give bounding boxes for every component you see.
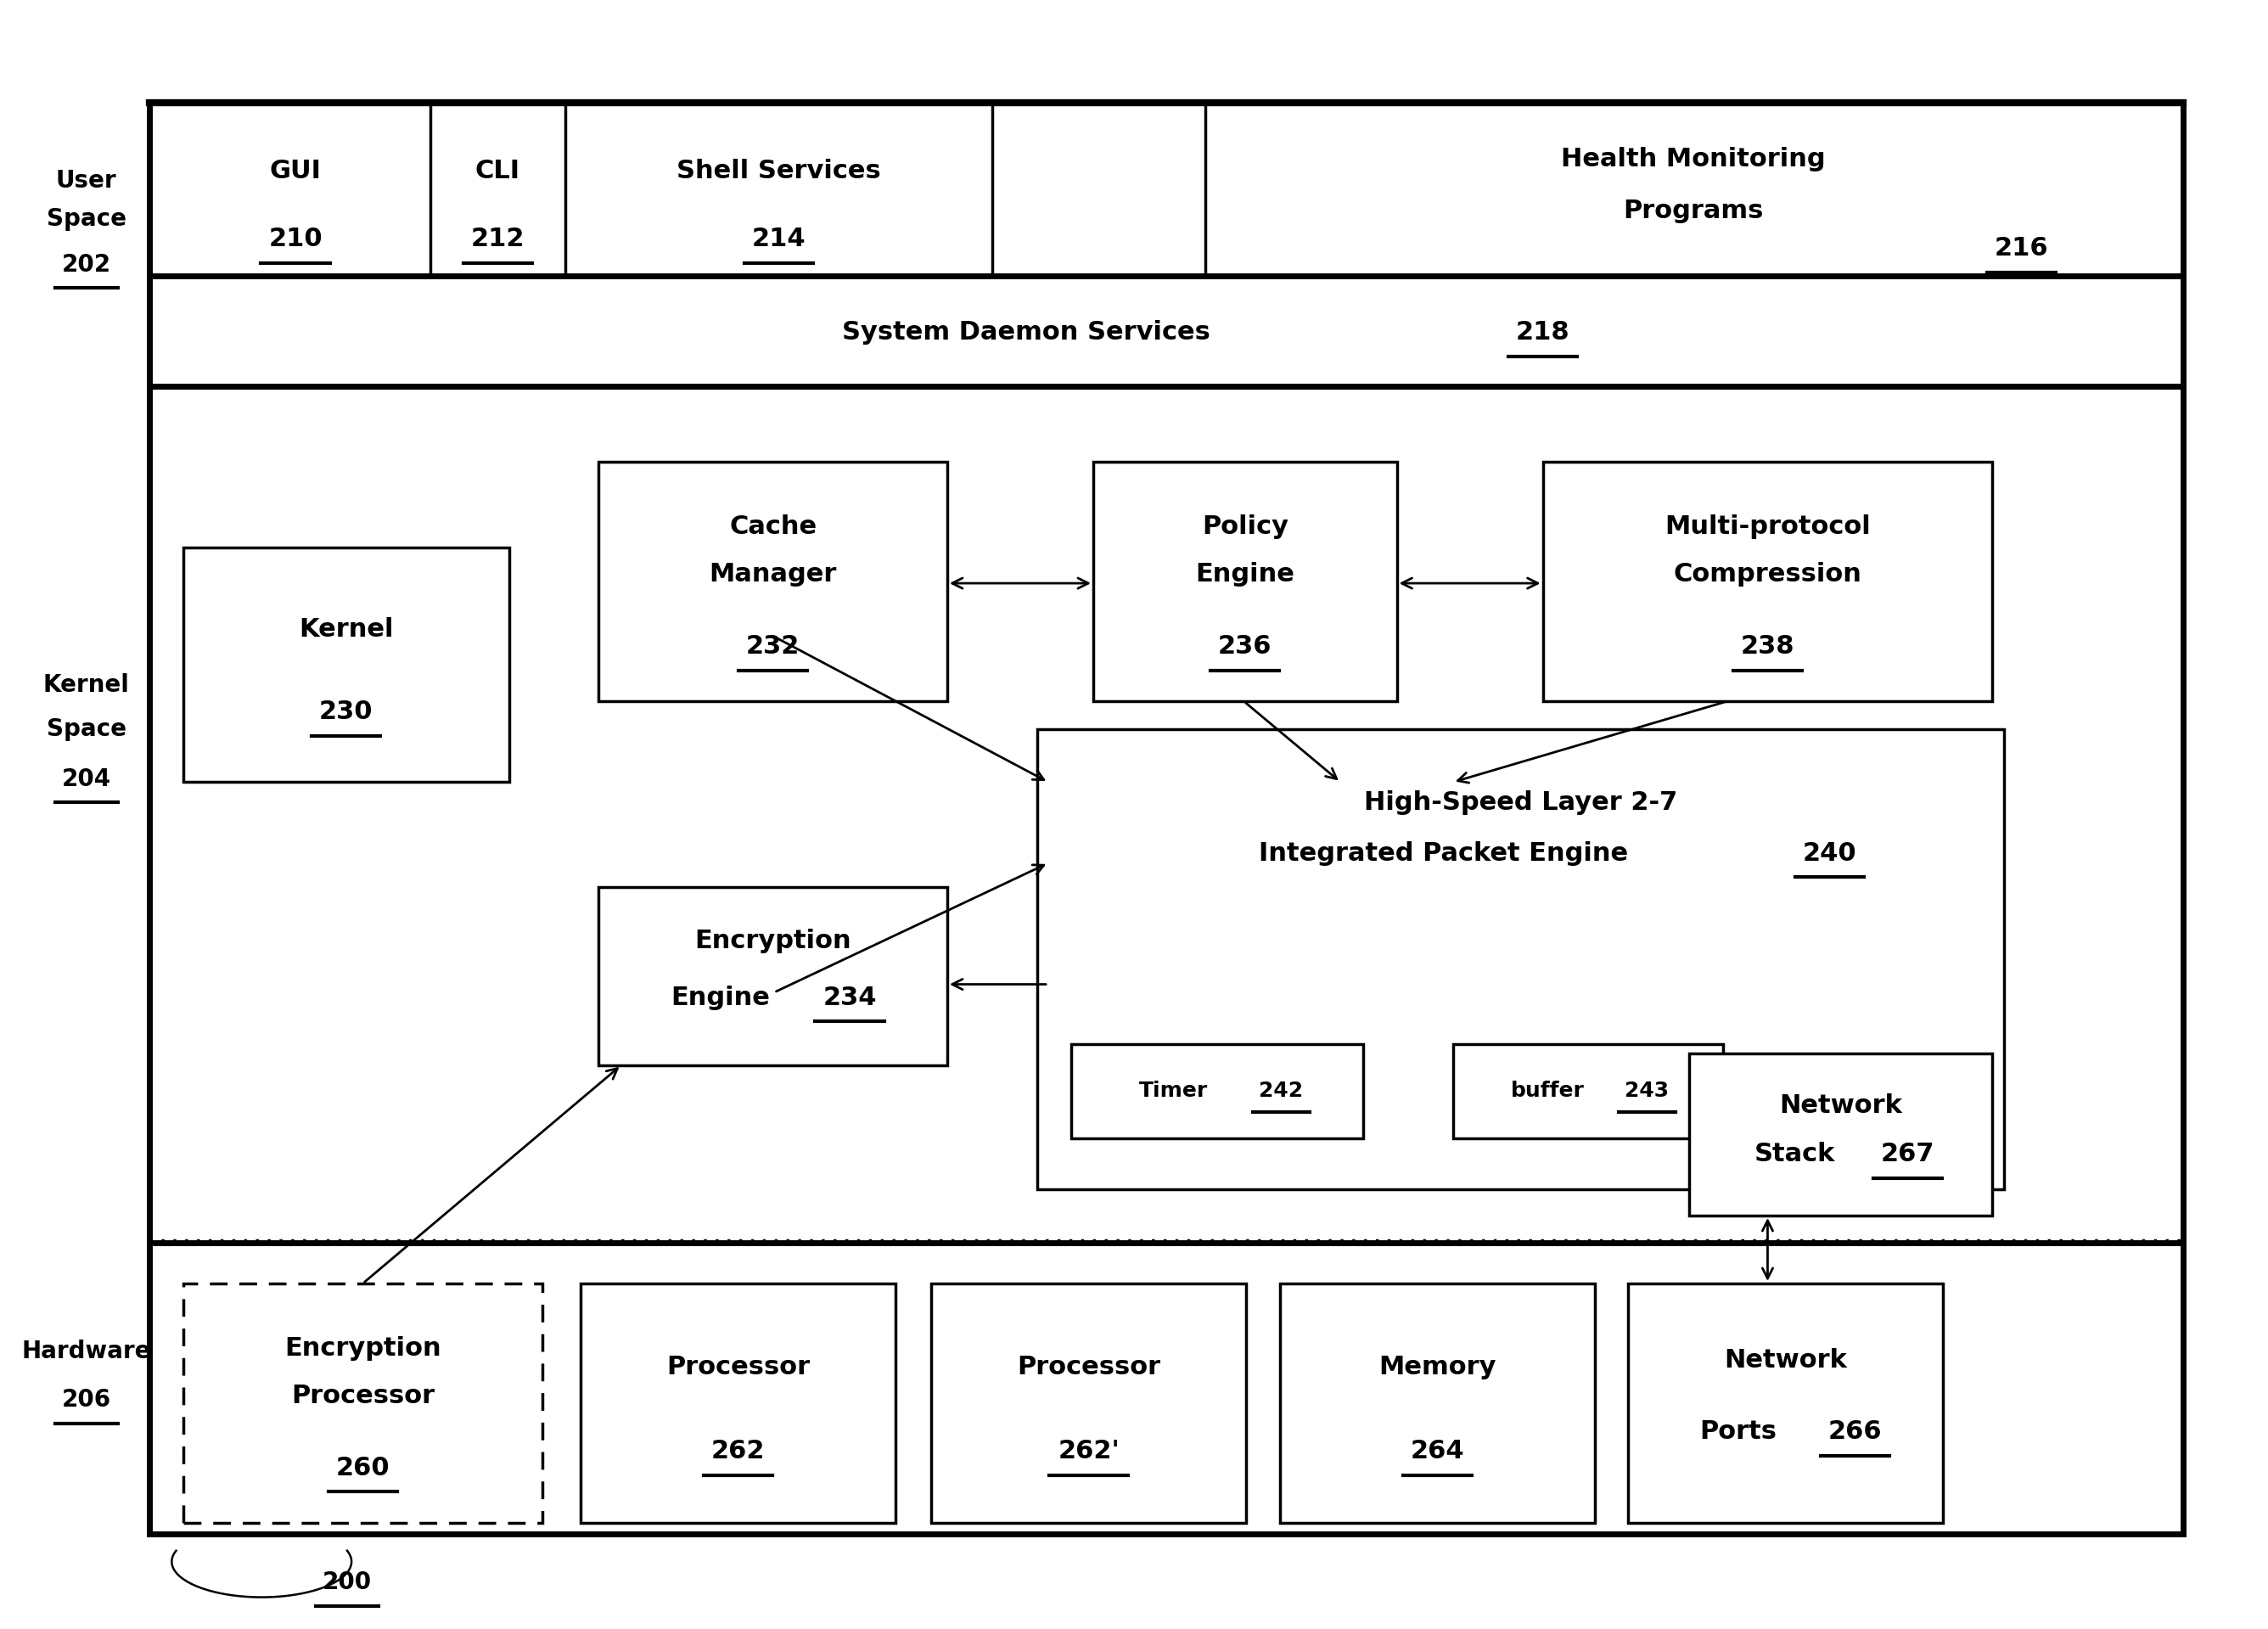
Text: Policy: Policy	[1202, 515, 1288, 539]
Text: 267: 267	[1880, 1142, 1935, 1166]
Text: CLI: CLI	[474, 158, 519, 182]
Bar	[599, 463, 948, 702]
Text: 266: 266	[1828, 1419, 1882, 1445]
Text: Cache: Cache	[730, 515, 816, 539]
Text: Programs: Programs	[1624, 199, 1765, 223]
Bar	[1036, 728, 2003, 1189]
Text: Engine: Engine	[671, 986, 771, 1010]
Text: 243: 243	[1624, 1082, 1669, 1101]
Text: Processor: Processor	[667, 1355, 810, 1380]
Text: Encryption: Encryption	[284, 1336, 440, 1360]
Text: 262: 262	[712, 1438, 764, 1463]
Text: Ports: Ports	[1699, 1419, 1778, 1445]
Text: Memory: Memory	[1379, 1355, 1497, 1380]
Text: Space: Space	[45, 717, 127, 741]
Text: Processor: Processor	[1016, 1355, 1161, 1380]
Text: 218: 218	[1515, 321, 1569, 345]
Bar	[1454, 1044, 1724, 1139]
Bar	[1279, 1284, 1594, 1523]
Text: Multi-protocol: Multi-protocol	[1665, 515, 1871, 539]
Text: 230: 230	[320, 699, 372, 725]
Text: Space: Space	[45, 207, 127, 231]
Text: 260: 260	[336, 1455, 390, 1481]
Text: Compression: Compression	[1674, 562, 1862, 586]
Text: 240: 240	[1803, 841, 1857, 865]
Text: User: User	[57, 169, 116, 192]
Text: 212: 212	[472, 226, 524, 251]
Bar	[1093, 463, 1397, 702]
Text: Hardware: Hardware	[23, 1339, 152, 1363]
Text: Timer: Timer	[1139, 1082, 1207, 1101]
Text: Network: Network	[1724, 1347, 1846, 1372]
Text: 242: 242	[1259, 1082, 1304, 1101]
Text: 234: 234	[823, 986, 875, 1010]
Text: Shell Services: Shell Services	[676, 158, 880, 182]
Text: 200: 200	[322, 1570, 372, 1595]
Bar	[184, 547, 508, 782]
Text: Engine: Engine	[1195, 562, 1295, 586]
Text: 232: 232	[746, 634, 801, 658]
Bar	[581, 1284, 896, 1523]
Text: 214: 214	[751, 226, 805, 251]
Text: Kernel: Kernel	[43, 673, 129, 697]
Text: 204: 204	[61, 767, 111, 790]
Text: Stack: Stack	[1755, 1142, 1835, 1166]
Bar	[150, 103, 2184, 1535]
Text: 210: 210	[268, 226, 322, 251]
Bar	[1070, 1044, 1363, 1139]
Bar	[1628, 1284, 1944, 1523]
Text: Manager: Manager	[710, 562, 837, 586]
Text: 264: 264	[1411, 1438, 1465, 1463]
Text: Processor: Processor	[290, 1383, 435, 1409]
Text: 206: 206	[61, 1388, 111, 1412]
Text: 262': 262'	[1057, 1438, 1120, 1463]
Bar	[932, 1284, 1245, 1523]
Bar	[1690, 1054, 1991, 1215]
Text: Health Monitoring: Health Monitoring	[1560, 147, 1826, 171]
Text: Network: Network	[1778, 1093, 1903, 1117]
Text: 238: 238	[1740, 634, 1794, 658]
Text: 216: 216	[1994, 236, 2048, 261]
Bar	[599, 888, 948, 1065]
Text: High-Speed Layer 2-7: High-Speed Layer 2-7	[1363, 790, 1676, 814]
Text: 236: 236	[1218, 634, 1272, 658]
Text: buffer: buffer	[1510, 1082, 1583, 1101]
Text: Encryption: Encryption	[694, 929, 850, 953]
Text: System Daemon Services: System Daemon Services	[841, 321, 1211, 345]
Bar	[1542, 463, 1991, 702]
Text: Integrated Packet Engine: Integrated Packet Engine	[1259, 841, 1628, 865]
Text: Kernel: Kernel	[299, 617, 392, 642]
Bar	[184, 1284, 542, 1523]
Text: 202: 202	[61, 252, 111, 277]
Text: GUI: GUI	[270, 158, 322, 182]
